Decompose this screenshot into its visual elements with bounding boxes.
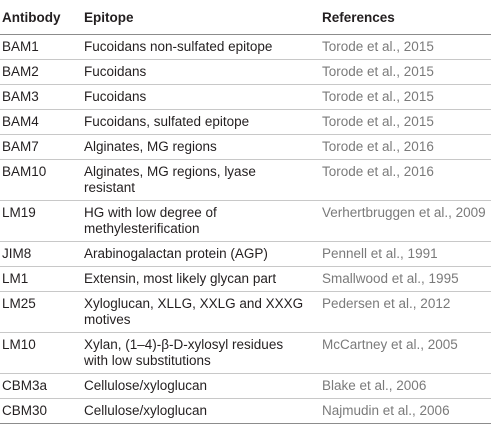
cell-antibody: CBM3a — [0, 373, 79, 399]
epitope-line: Fucoidans — [84, 89, 147, 104]
table-row: BAM2 Fucoidans Torode et al., 2015 — [0, 59, 491, 85]
table-row: CBM3a Cellulose/xyloglucan Blake et al., 2… — [0, 373, 491, 399]
header-antibody: Antibody — [0, 0, 79, 35]
cell-antibody: BAM3 — [0, 84, 79, 110]
epitope-line: HG with low degree of — [84, 205, 217, 220]
cell-epitope: Fucoidans, sulfated epitope — [79, 109, 318, 135]
cell-epitope: Xylan, (1–4)-β-D-xylosyl residues with lo… — [79, 332, 318, 374]
cell-reference: Pennell et al., 1991 — [318, 241, 491, 267]
cell-epitope: Cellulose/xyloglucan — [79, 373, 318, 399]
table-row: LM25 Xyloglucan, XLLG, XXLG and XXXG motiv… — [0, 291, 491, 333]
cell-reference: McCartney et al., 2005 — [318, 332, 491, 374]
cell-antibody: BAM4 — [0, 109, 79, 135]
cell-antibody: LM1 — [0, 266, 79, 292]
epitope-line: Fucoidans non-sulfated epitope — [84, 39, 273, 54]
cell-reference: Torode et al., 2015 — [318, 84, 491, 110]
cell-reference: Torode et al., 2015 — [318, 109, 491, 135]
table-row: LM10 Xylan, (1–4)-β-D-xylosyl residues wit… — [0, 332, 491, 374]
epitope-line: Extensin, most likely glycan part — [84, 271, 277, 286]
cell-antibody: LM25 — [0, 291, 79, 333]
cell-reference: Blake et al., 2006 — [318, 373, 491, 399]
cell-antibody: LM19 — [0, 200, 79, 242]
header-row: Antibody Epitope References — [0, 0, 491, 35]
table-row: LM1 Extensin, most likely glycan part Smal… — [0, 266, 491, 292]
cell-antibody: BAM1 — [0, 34, 79, 60]
header-epitope: Epitope — [79, 0, 318, 35]
cell-reference: Torode et al., 2016 — [318, 134, 491, 160]
antibody-epitope-table: Antibody Epitope References BAM1 Fucoidan… — [0, 0, 491, 424]
epitope-line: Fucoidans — [84, 64, 147, 79]
table-row: LM19 HG with low degree of methylesterific… — [0, 200, 491, 242]
cell-epitope: Cellulose/xyloglucan — [79, 398, 318, 424]
cell-epitope: Extensin, most likely glycan part — [79, 266, 318, 292]
cell-reference: Najmudin et al., 2006 — [318, 398, 491, 424]
table-row: BAM3 Fucoidans Torode et al., 2015 — [0, 84, 491, 110]
epitope-line: with low substitutions — [84, 353, 211, 368]
cell-antibody: CBM30 — [0, 398, 79, 424]
cell-epitope: Fucoidans — [79, 84, 318, 110]
epitope-line: Fucoidans, sulfated epitope — [84, 114, 250, 129]
header-references: References — [318, 0, 491, 35]
cell-epitope: Alginates, MG regions, lyase resistant — [79, 159, 318, 201]
table-row: CBM30 Cellulose/xyloglucan Najmudin et al.… — [0, 398, 491, 424]
cell-reference: Torode et al., 2015 — [318, 59, 491, 85]
cell-epitope: Fucoidans non-sulfated epitope — [79, 34, 318, 60]
table-body: BAM1 Fucoidans non-sulfated epitope Torode… — [0, 34, 491, 424]
table-row: BAM7 Alginates, MG regions Torode et al., … — [0, 134, 491, 160]
cell-antibody: BAM10 — [0, 159, 79, 201]
cell-antibody: JIM8 — [0, 241, 79, 267]
cell-reference: Smallwood et al., 1995 — [318, 266, 491, 292]
epitope-line: resistant — [84, 180, 136, 195]
cell-reference: Torode et al., 2016 — [318, 159, 491, 201]
table-header: Antibody Epitope References — [0, 0, 491, 35]
cell-epitope: Xyloglucan, XLLG, XXLG and XXXG motives — [79, 291, 318, 333]
table-row: BAM4 Fucoidans, sulfated epitope Torode et… — [0, 109, 491, 135]
cell-reference: Torode et al., 2015 — [318, 34, 491, 60]
epitope-line: motives — [84, 312, 131, 327]
epitope-line: Alginates, MG regions — [84, 139, 217, 154]
epitope-line: Cellulose/xyloglucan — [84, 378, 208, 393]
cell-antibody: LM10 — [0, 332, 79, 374]
epitope-line: Xyloglucan, XLLG, XXLG and XXXG — [84, 296, 304, 311]
antibody-table-container: Antibody Epitope References BAM1 Fucoidan… — [0, 0, 491, 424]
epitope-line: methylesterification — [84, 221, 200, 236]
cell-epitope: HG with low degree of methylesterificatio… — [79, 200, 318, 242]
cell-epitope: Alginates, MG regions — [79, 134, 318, 160]
cell-antibody: BAM7 — [0, 134, 79, 160]
table-row: BAM1 Fucoidans non-sulfated epitope Torode… — [0, 34, 491, 60]
cell-reference: Verhertbruggen et al., 2009 — [318, 200, 491, 242]
epitope-line: Xylan, (1–4)-β-D-xylosyl residues — [84, 337, 284, 352]
epitope-line: Alginates, MG regions, lyase — [84, 164, 256, 179]
table-row: JIM8 Arabinogalactan protein (AGP) Pennell… — [0, 241, 491, 267]
table-row: BAM10 Alginates, MG regions, lyase resista… — [0, 159, 491, 201]
cell-antibody: BAM2 — [0, 59, 79, 85]
cell-epitope: Arabinogalactan protein (AGP) — [79, 241, 318, 267]
cell-reference: Pedersen et al., 2012 — [318, 291, 491, 333]
epitope-line: Cellulose/xyloglucan — [84, 403, 208, 418]
epitope-line: Arabinogalactan protein (AGP) — [84, 246, 268, 261]
cell-epitope: Fucoidans — [79, 59, 318, 85]
